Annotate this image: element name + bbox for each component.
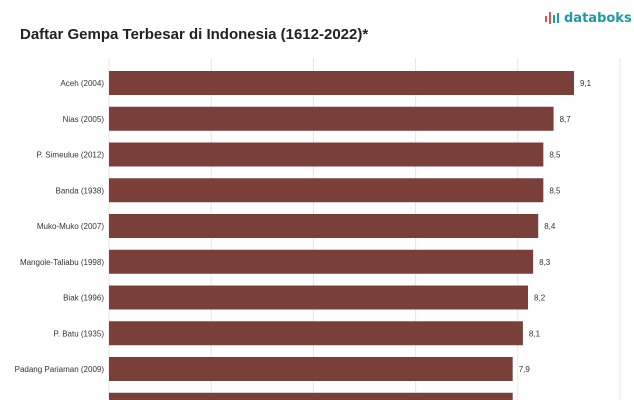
value-label: 8,2: [534, 294, 546, 303]
bar[interactable]: [109, 71, 575, 95]
bar[interactable]: [109, 214, 539, 238]
value-label: 7,9: [519, 365, 531, 374]
value-label: 8,1: [529, 329, 541, 338]
brand-logo[interactable]: databoks: [544, 10, 632, 26]
bar[interactable]: [109, 357, 513, 381]
chart-title: Daftar Gempa Terbesar di Indonesia (1612…: [20, 26, 369, 43]
category-label: Biak (1996): [63, 294, 104, 303]
category-label: Banda (1938): [56, 186, 105, 195]
value-label: 8,3: [539, 258, 551, 267]
databoks-logo-icon: [545, 12, 559, 24]
category-label: Nias (2005): [63, 115, 105, 124]
bar[interactable]: [109, 249, 534, 274]
bar[interactable]: [109, 178, 544, 203]
value-label: 9,1: [580, 79, 592, 88]
category-label: P. Batu (1935): [53, 329, 104, 338]
category-label: Mangole-Taliabu (1998): [20, 258, 104, 267]
value-label: 8,7: [560, 115, 572, 124]
brand-name: databoks: [564, 10, 632, 26]
category-label: Muko-Muko (2007): [37, 222, 104, 231]
bar-partial[interactable]: [109, 392, 513, 400]
category-label: Aceh (2004): [60, 79, 104, 88]
value-label: 8,4: [544, 222, 556, 231]
bar[interactable]: [109, 285, 529, 310]
value-label: 8,5: [549, 186, 561, 195]
bar[interactable]: [109, 106, 554, 131]
category-label: P. Simeulue (2012): [37, 151, 105, 160]
value-label: 8,5: [549, 151, 561, 160]
category-label: Padang Pariaman (2009): [15, 365, 105, 374]
bar[interactable]: [109, 142, 544, 167]
bar[interactable]: [109, 321, 523, 346]
